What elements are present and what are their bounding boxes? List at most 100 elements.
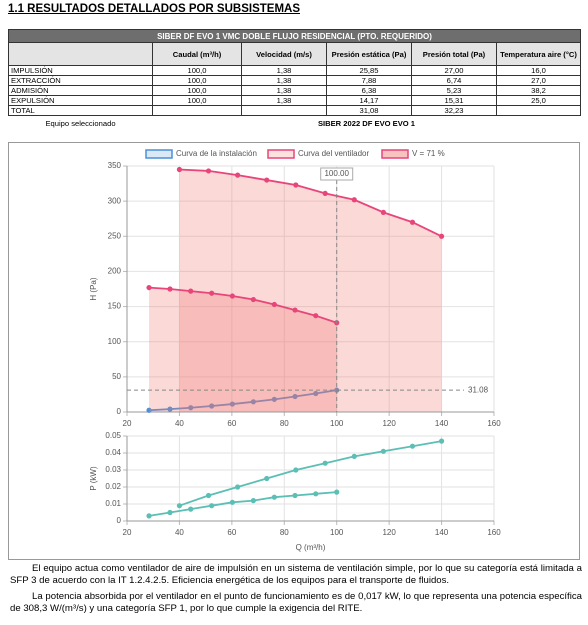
paragraph: La potencia absorbida por el ventilador …: [10, 591, 582, 614]
table-cell: 38,2: [496, 85, 581, 96]
point: [438, 233, 445, 239]
point: [146, 407, 152, 413]
table-row: EXTRACCIÓN 100,0 1,38 7,88 6,74 27,0: [8, 75, 581, 86]
point: [313, 390, 319, 397]
header-cell: Temperatura aire (°C): [496, 42, 581, 66]
y-tick-label: 0.03: [105, 465, 121, 474]
table-cell: 100,0: [152, 85, 242, 96]
x-tick-label: 140: [435, 528, 449, 537]
table-cell: 25,0: [496, 95, 581, 106]
annotation-label: 100.00: [324, 169, 349, 178]
point: [313, 313, 319, 319]
table-cell: TOTAL: [8, 105, 153, 116]
x-tick-label: 120: [382, 528, 396, 537]
y-tick-label: 100: [108, 337, 122, 346]
header-cell: [8, 42, 153, 66]
point: [205, 492, 212, 499]
header-cell: Velocidad (m/s): [241, 42, 327, 66]
legend-swatch: [267, 149, 295, 159]
table-header-row: Caudal (m³/h) Velocidad (m/s) Presión es…: [8, 42, 581, 66]
point: [176, 503, 183, 509]
table-cell: 25,85: [326, 65, 412, 76]
point: [380, 448, 386, 454]
point: [351, 453, 357, 459]
heading: 1.1 RESULTADOS DETALLADOS POR SUBSISTEMA…: [8, 3, 300, 15]
point: [409, 443, 416, 449]
y-axis-label: P (kW): [89, 466, 98, 491]
point: [264, 475, 270, 482]
point: [313, 491, 319, 497]
point: [188, 506, 194, 512]
y-tick-label: 300: [108, 196, 122, 205]
line: [148, 389, 337, 412]
legend-swatch: [145, 149, 173, 159]
legend-label: Curva de la instalación: [176, 149, 257, 158]
point: [188, 288, 194, 294]
table-title: SIBER DF EVO 1 VMC DOBLE FLUJO RESIDENCI…: [8, 29, 581, 43]
line: [148, 286, 337, 324]
point: [209, 503, 215, 509]
table-body: SIBER DF EVO 1 VMC DOBLE FLUJO RESIDENCI…: [8, 29, 581, 132]
x-tick-label: 100: [330, 528, 344, 537]
x-tick-label: 140: [435, 419, 449, 428]
y-tick-label: 250: [108, 231, 122, 240]
table-cell: ADMISIÓN: [8, 85, 153, 96]
table-row: ADMISIÓN 100,0 1,38 6,38 5,23 38,2: [8, 85, 581, 96]
header-cell: Caudal (m³/h): [152, 42, 242, 66]
point: [264, 177, 270, 183]
table-cell: 100,0: [152, 65, 242, 76]
legend-swatch: [381, 149, 409, 159]
paragraph: El equipo actua como ventilador de aire …: [10, 563, 582, 586]
y-tick-label: 350: [108, 161, 122, 170]
point: [271, 396, 277, 402]
y-tick-label: 200: [108, 267, 122, 276]
point: [146, 513, 152, 519]
point: [229, 499, 235, 505]
point: [409, 219, 416, 225]
chart-frame: [8, 142, 580, 560]
x-tick-label: 80: [280, 419, 289, 428]
table-cell: 1,38: [241, 95, 327, 106]
point: [293, 182, 299, 188]
point: [235, 172, 241, 178]
point: [292, 492, 298, 499]
table-title-row: SIBER DF EVO 1 VMC DOBLE FLUJO RESIDENCI…: [8, 29, 581, 43]
table-cell: 16,0: [496, 65, 581, 76]
point: [209, 403, 215, 409]
table-cell: IMPULSIÓN: [8, 65, 153, 76]
point: [250, 296, 256, 303]
table-cell: 1,38: [241, 65, 327, 76]
x-tick-label: 160: [487, 528, 501, 537]
table-cell: 5,23: [411, 85, 497, 96]
x-tick-label: 20: [123, 419, 132, 428]
line: [148, 491, 337, 517]
point: [146, 284, 152, 291]
table-cell: [241, 105, 327, 116]
annotation-box: [320, 167, 354, 181]
table-cell: [152, 105, 242, 116]
point: [271, 494, 277, 500]
line: [179, 168, 442, 238]
x-axis-label: Q (m³/h): [296, 543, 326, 552]
y-tick-label: 0.01: [105, 499, 121, 508]
point: [292, 393, 298, 400]
point: [167, 286, 173, 292]
table-row: TOTAL 31,08 32,23: [8, 105, 581, 116]
point: [292, 307, 298, 313]
point: [250, 399, 256, 405]
point: [322, 190, 328, 197]
header-cell: Presión total (Pa): [411, 42, 497, 66]
table-cell: 32,23: [411, 105, 497, 116]
point: [271, 301, 277, 308]
table-cell: 31,08: [326, 105, 412, 116]
point: [380, 209, 386, 215]
annotation-label: 31.08: [468, 385, 489, 394]
results-table: SIBER DF EVO 1 VMC DOBLE FLUJO RESIDENCI…: [8, 29, 581, 131]
footer-row: Equipo seleccionado SIBER 2022 DF EVO EVO…: [9, 116, 581, 132]
x-tick-label: 60: [227, 419, 236, 428]
table-cell: 1,38: [241, 75, 327, 86]
table-cell: 100,0: [152, 95, 242, 106]
table-cell: 27,00: [411, 65, 497, 76]
x-tick-label: 80: [280, 528, 289, 537]
